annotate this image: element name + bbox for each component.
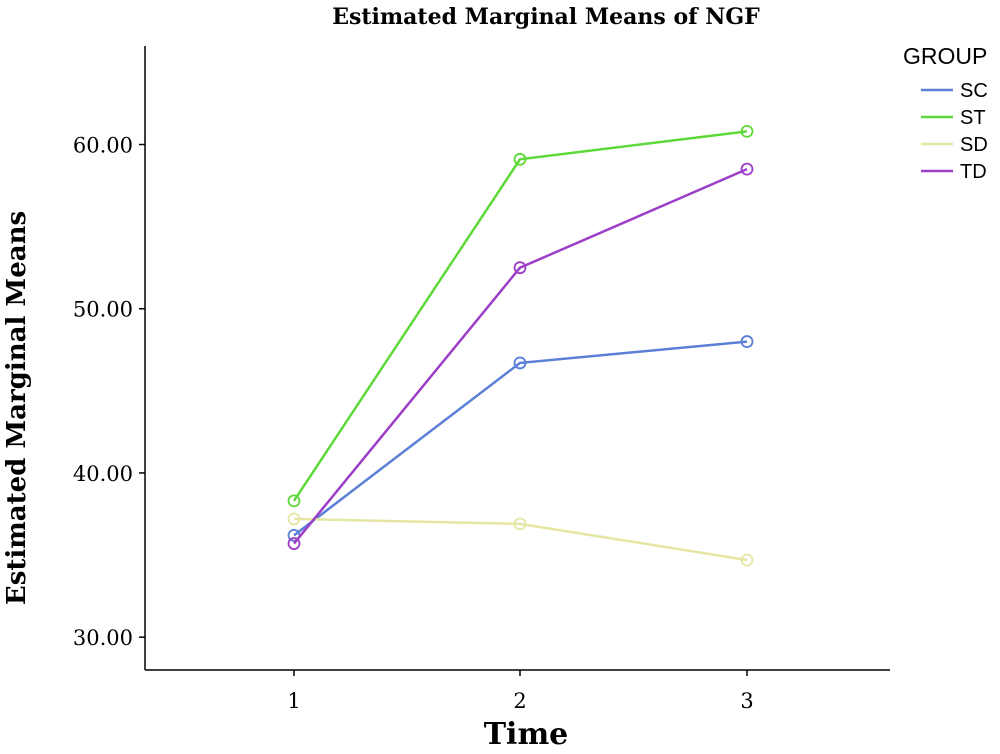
y-axis-label: Estimated Marginal Means: [2, 211, 32, 605]
data-point: [513, 261, 527, 275]
x-tick-label: 2: [513, 689, 526, 713]
y-tick-label: 30.00: [73, 626, 133, 650]
data-point: [287, 494, 301, 508]
x-ticks: 1 2 3: [287, 670, 754, 713]
legend-title: GROUP: [903, 43, 987, 69]
data-point: [740, 335, 754, 348]
axes: [144, 46, 890, 671]
series-line: [293, 517, 748, 562]
series-sd: [287, 512, 754, 567]
data-point: [740, 124, 754, 138]
y-ticks: 30.00 40.00 50.00 60.00: [73, 134, 145, 650]
legend-label: SC: [960, 80, 988, 102]
series-line: [293, 168, 748, 545]
legend-label: ST: [960, 107, 986, 129]
legend-item-sd: SD: [921, 134, 988, 156]
legend-item-td: TD: [921, 161, 987, 183]
series-layer: [287, 124, 754, 567]
x-tick-label: 1: [287, 689, 300, 713]
series-sc: [287, 335, 754, 542]
legend: GROUP SC ST SD TD: [903, 43, 988, 183]
series-line: [292, 130, 748, 502]
legend-item-st: ST: [921, 107, 986, 129]
data-point: [287, 537, 301, 550]
data-point: [740, 162, 754, 176]
data-point: [287, 512, 301, 526]
series-st: [287, 124, 754, 508]
y-tick-label: 40.00: [73, 462, 133, 486]
data-point: [513, 356, 527, 370]
legend-item-sc: SC: [921, 80, 988, 102]
legend-label: SD: [960, 134, 988, 156]
y-tick-label: 60.00: [73, 134, 133, 158]
y-tick-label: 50.00: [73, 298, 133, 322]
legend-label: TD: [960, 161, 987, 183]
x-tick-label: 3: [740, 689, 753, 713]
data-point: [740, 553, 754, 567]
chart-title: Estimated Marginal Means of NGF: [332, 4, 760, 30]
data-point: [513, 152, 527, 166]
data-point: [513, 517, 527, 531]
series-line: [293, 340, 748, 537]
series-td: [287, 162, 754, 550]
x-axis-label: Time: [484, 717, 569, 752]
